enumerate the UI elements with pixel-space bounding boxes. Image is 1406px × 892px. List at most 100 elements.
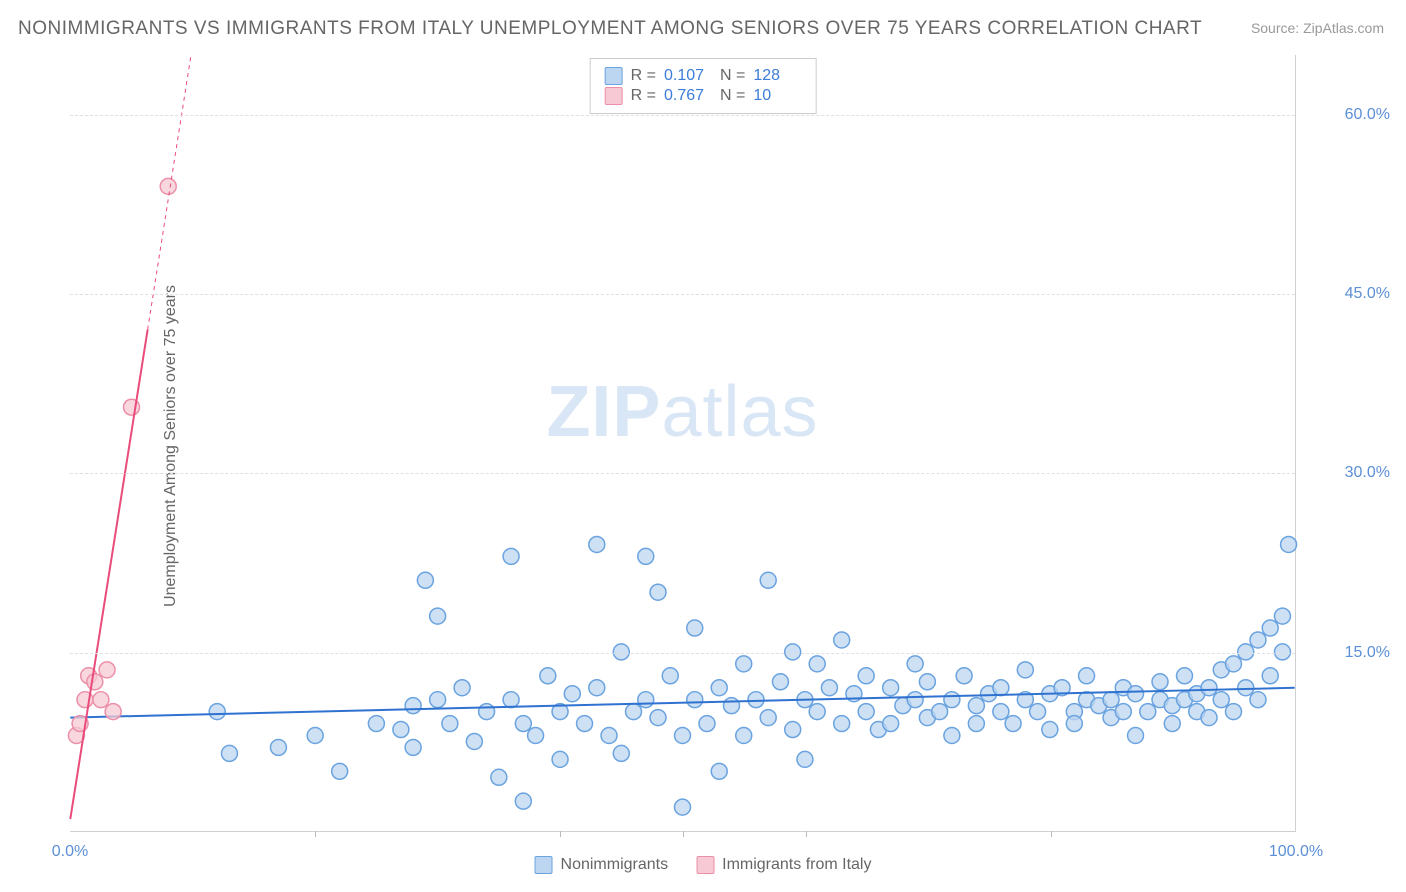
scatter-point bbox=[1201, 710, 1217, 726]
chart-title: NONIMMIGRANTS VS IMMIGRANTS FROM ITALY U… bbox=[18, 18, 1202, 40]
scatter-point bbox=[430, 692, 446, 708]
scatter-point bbox=[466, 733, 482, 749]
legend-swatch bbox=[535, 856, 553, 874]
scatter-point bbox=[797, 751, 813, 767]
scatter-point bbox=[993, 680, 1009, 696]
scatter-point bbox=[589, 536, 605, 552]
stats-row: R =0.767N =10 bbox=[605, 87, 802, 105]
scatter-point bbox=[1128, 728, 1144, 744]
x-minor-tick bbox=[683, 831, 684, 837]
scatter-point bbox=[662, 668, 678, 684]
scatter-point bbox=[160, 178, 176, 194]
scatter-point bbox=[687, 692, 703, 708]
scatter-point bbox=[1103, 692, 1119, 708]
scatter-point bbox=[821, 680, 837, 696]
scatter-point bbox=[626, 704, 642, 720]
scatter-point bbox=[760, 572, 776, 588]
legend-swatch bbox=[696, 856, 714, 874]
scatter-point bbox=[99, 662, 115, 678]
scatter-point bbox=[613, 745, 629, 761]
scatter-point bbox=[711, 763, 727, 779]
stats-r-label: R = bbox=[631, 87, 656, 105]
source-attribution: Source: ZipAtlas.com bbox=[1251, 20, 1384, 36]
gridline-horizontal bbox=[70, 115, 1295, 116]
stats-swatch bbox=[605, 67, 623, 85]
scatter-point bbox=[454, 680, 470, 696]
scatter-point bbox=[1201, 680, 1217, 696]
scatter-point bbox=[1274, 608, 1290, 624]
scatter-point bbox=[405, 698, 421, 714]
scatter-point bbox=[417, 572, 433, 588]
x-minor-tick bbox=[806, 831, 807, 837]
scatter-point bbox=[858, 704, 874, 720]
scatter-point bbox=[577, 716, 593, 732]
correlation-stats-box: R =0.107N =128R =0.767N =10 bbox=[590, 58, 817, 114]
scatter-point bbox=[405, 739, 421, 755]
scatter-point bbox=[1281, 536, 1297, 552]
scatter-point bbox=[1213, 692, 1229, 708]
scatter-point bbox=[221, 745, 237, 761]
trend-line-dashed bbox=[148, 55, 191, 330]
scatter-point bbox=[944, 728, 960, 744]
scatter-point bbox=[883, 680, 899, 696]
x-minor-tick bbox=[315, 831, 316, 837]
scatter-point bbox=[760, 710, 776, 726]
scatter-point bbox=[479, 704, 495, 720]
scatter-point bbox=[442, 716, 458, 732]
scatter-point bbox=[650, 710, 666, 726]
scatter-point bbox=[368, 716, 384, 732]
scatter-point bbox=[430, 608, 446, 624]
scatter-point bbox=[1250, 632, 1266, 648]
gridline-horizontal bbox=[70, 294, 1295, 295]
scatter-point bbox=[1152, 674, 1168, 690]
scatter-point bbox=[1128, 686, 1144, 702]
y-tick-label: 45.0% bbox=[1345, 285, 1390, 303]
scatter-point bbox=[699, 716, 715, 732]
scatter-point bbox=[1226, 656, 1242, 672]
scatter-point bbox=[675, 799, 691, 815]
scatter-point bbox=[87, 674, 103, 690]
y-tick-label: 15.0% bbox=[1345, 644, 1390, 662]
scatter-point bbox=[528, 728, 544, 744]
scatter-point bbox=[944, 692, 960, 708]
scatter-point bbox=[736, 656, 752, 672]
scatter-point bbox=[907, 692, 923, 708]
scatter-point bbox=[491, 769, 507, 785]
y-tick-label: 60.0% bbox=[1345, 106, 1390, 124]
gridline-horizontal bbox=[70, 653, 1295, 654]
chart-plot-area: ZIPatlas 15.0%30.0%45.0%60.0%0.0%100.0% bbox=[70, 55, 1296, 832]
x-tick-label: 100.0% bbox=[1269, 843, 1323, 861]
x-minor-tick bbox=[1051, 831, 1052, 837]
scatter-point bbox=[785, 722, 801, 738]
scatter-point bbox=[1005, 716, 1021, 732]
stats-n-value: 10 bbox=[753, 87, 801, 105]
scatter-point bbox=[1262, 668, 1278, 684]
scatter-point bbox=[1140, 704, 1156, 720]
scatter-point bbox=[564, 686, 580, 702]
scatter-point bbox=[687, 620, 703, 636]
scatter-point bbox=[919, 674, 935, 690]
scatter-point bbox=[956, 668, 972, 684]
scatter-point bbox=[809, 656, 825, 672]
scatter-point bbox=[1238, 680, 1254, 696]
scatter-point bbox=[105, 704, 121, 720]
scatter-point bbox=[1042, 722, 1058, 738]
scatter-point bbox=[723, 698, 739, 714]
scatter-point bbox=[1262, 620, 1278, 636]
scatter-point bbox=[1079, 668, 1095, 684]
scatter-point bbox=[503, 692, 519, 708]
scatter-point bbox=[736, 728, 752, 744]
legend: NonimmigrantsImmigrants from Italy bbox=[535, 856, 872, 874]
stats-r-label: R = bbox=[631, 67, 656, 85]
scatter-point bbox=[503, 548, 519, 564]
scatter-point bbox=[993, 704, 1009, 720]
scatter-point bbox=[393, 722, 409, 738]
scatter-point bbox=[968, 698, 984, 714]
scatter-point bbox=[1250, 692, 1266, 708]
scatter-point bbox=[1030, 704, 1046, 720]
scatter-point bbox=[601, 728, 617, 744]
gridline-horizontal bbox=[70, 473, 1295, 474]
scatter-point bbox=[540, 668, 556, 684]
scatter-point bbox=[932, 704, 948, 720]
scatter-point bbox=[638, 692, 654, 708]
